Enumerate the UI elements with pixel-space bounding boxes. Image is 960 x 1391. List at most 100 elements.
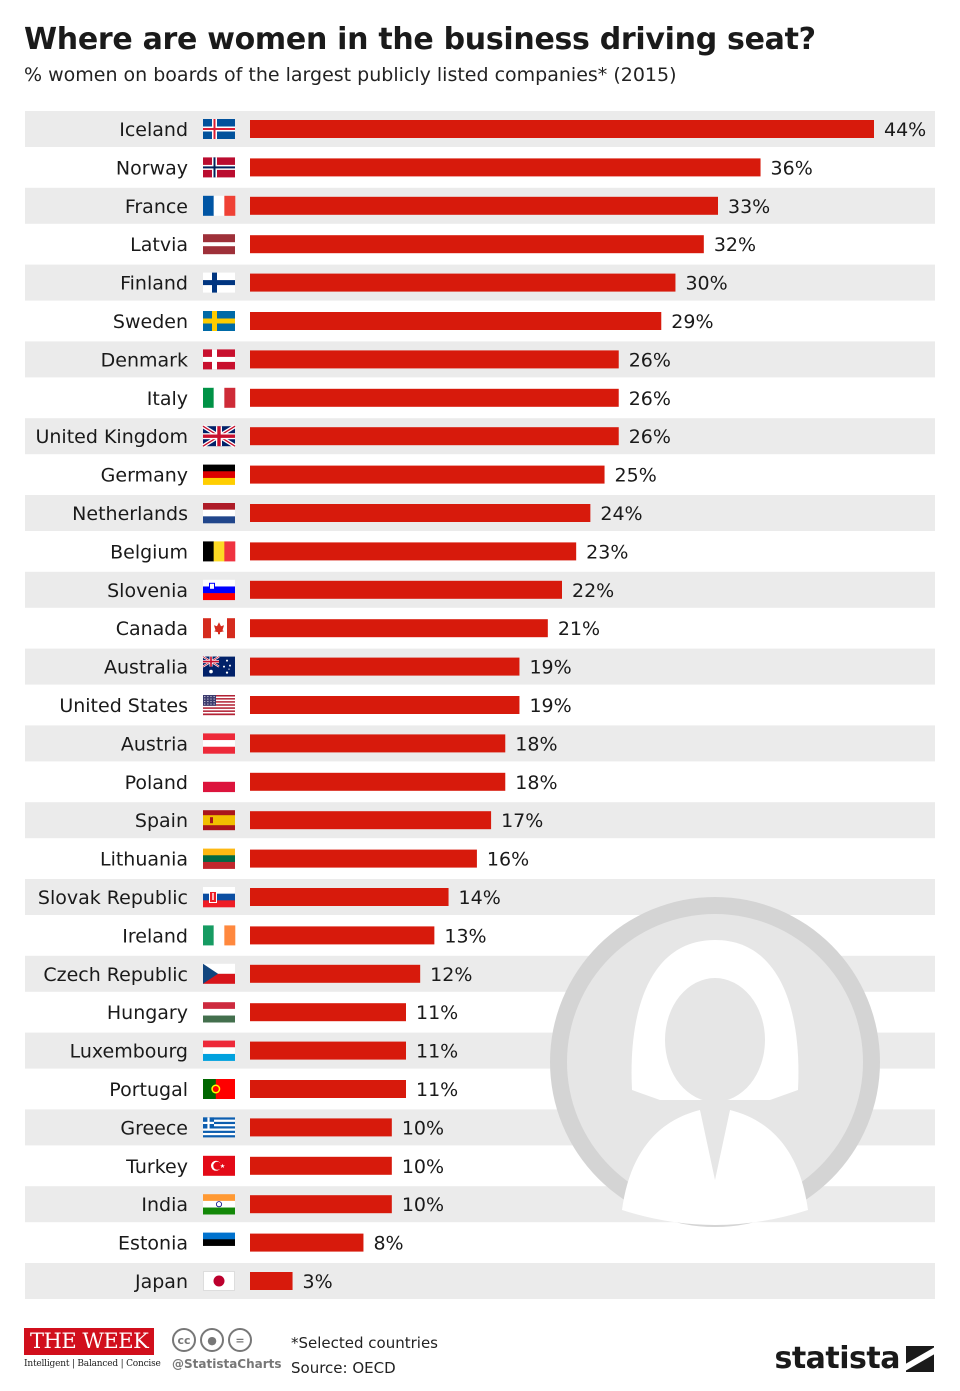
bar: [250, 811, 492, 830]
bar-row: Latvia 32%: [130, 234, 756, 256]
category-label: Czech Republic: [43, 964, 188, 986]
creative-commons-block: cc ● = @StatistaCharts: [172, 1328, 282, 1371]
bar: [250, 1233, 364, 1252]
bar: [250, 657, 520, 676]
bar-row: Sweden 29%: [113, 311, 714, 333]
value-label: 26%: [629, 426, 671, 448]
value-label: 19%: [529, 657, 571, 679]
india-flag: [203, 1194, 235, 1215]
value-label: 25%: [615, 465, 657, 487]
bar: [250, 1080, 406, 1098]
category-label: Luxembourg: [70, 1041, 188, 1063]
category-label: Norway: [116, 157, 188, 179]
bar: [250, 312, 662, 330]
value-label: 26%: [629, 388, 671, 410]
uk-flag: [201, 424, 237, 448]
bar: [250, 926, 435, 945]
bar-row: Portugal 11%: [109, 1079, 458, 1101]
ireland-flag: [203, 925, 236, 946]
bar-row: Australia 19%: [104, 655, 572, 679]
bar: [250, 964, 421, 983]
source-note: Source: OECD: [291, 1359, 396, 1377]
category-label: Japan: [134, 1271, 188, 1293]
category-label: Lithuania: [100, 849, 188, 871]
value-label: 11%: [416, 1002, 458, 1024]
bar: [250, 158, 761, 177]
netherlands-flag: [203, 503, 235, 524]
portugal-flag: [203, 1079, 235, 1099]
bar: [250, 1003, 406, 1022]
value-label: 30%: [685, 273, 727, 295]
category-label: United States: [59, 695, 188, 717]
bar: [250, 888, 449, 906]
bar: [250, 196, 718, 215]
value-label: 21%: [558, 618, 600, 640]
page-subtitle: % women on boards of the largest publicl…: [24, 64, 677, 86]
spain-flag: [203, 810, 235, 831]
value-label: 24%: [600, 503, 642, 525]
value-label: 3%: [303, 1271, 333, 1293]
footnotes: *Selected countries Source: OECD: [291, 1331, 438, 1381]
value-label: 32%: [714, 234, 756, 256]
bar: [250, 734, 506, 753]
bar: [250, 388, 619, 407]
value-label: 36%: [771, 157, 813, 179]
bar-row: Germany 25%: [101, 464, 657, 487]
bar: [250, 696, 520, 714]
germany-flag: [203, 464, 235, 485]
bar: [250, 235, 704, 254]
category-label: Spain: [135, 810, 188, 832]
lithuania-flag: [203, 848, 235, 869]
bar: [250, 427, 619, 446]
bar-row: Iceland 44%: [119, 119, 926, 141]
estonia-flag: [203, 1232, 235, 1253]
category-label: Denmark: [101, 349, 188, 371]
row-stripe: [25, 879, 935, 915]
latvia-flag: [203, 234, 235, 255]
bar: [250, 120, 874, 138]
category-label: Austria: [121, 733, 188, 755]
statista-wordmark: statista: [774, 1341, 900, 1376]
bar: [250, 1118, 392, 1137]
belgium-flag: [203, 541, 236, 562]
italy-flag: [203, 387, 236, 408]
bar-row: Netherlands 24%: [72, 503, 643, 525]
bar-row: Estonia 8%: [118, 1232, 404, 1255]
bar-row: Luxembourg 11%: [70, 1040, 458, 1063]
statista-mark-icon: [906, 1345, 934, 1372]
value-label: 44%: [884, 119, 926, 141]
row-stripe: [25, 1263, 935, 1299]
category-label: Poland: [125, 772, 188, 794]
bar: [250, 273, 676, 292]
category-label: France: [125, 196, 188, 218]
bar-row: Slovak Republic 14%: [38, 887, 501, 909]
attribution-icon: ●: [200, 1328, 224, 1352]
value-label: 14%: [459, 887, 501, 909]
austria-flag: [203, 733, 235, 754]
category-label: Netherlands: [72, 503, 188, 525]
canada-flag: [203, 618, 235, 639]
bar-chart: Iceland 44% Norway 36% France 33% Latvia 32% Fin…: [25, 111, 935, 1299]
hungary-flag: [203, 1002, 235, 1023]
bar-row: Greece 10%: [120, 1117, 444, 1139]
bar: [250, 350, 619, 369]
bar-row: Japan 3%: [134, 1271, 333, 1293]
bar-row: Turkey 10%: [125, 1155, 444, 1178]
statista-handle: @StatistaCharts: [172, 1357, 282, 1371]
norway-flag: [203, 157, 235, 178]
category-label: Finland: [120, 273, 188, 295]
category-label: Iceland: [119, 119, 188, 141]
australia-flag: [202, 655, 235, 677]
value-label: 16%: [487, 849, 529, 871]
value-label: 17%: [501, 810, 543, 832]
bar-row: Spain 17%: [135, 810, 543, 832]
category-label: Hungary: [107, 1002, 188, 1024]
value-label: 11%: [416, 1041, 458, 1063]
france-flag: [203, 195, 236, 216]
category-label: Turkey: [125, 1156, 188, 1178]
category-label: India: [141, 1194, 188, 1216]
category-label: Slovak Republic: [38, 887, 188, 909]
bar-row: Slovenia 22%: [107, 579, 614, 602]
bar-row: Austria 18%: [121, 733, 558, 755]
bar: [250, 1195, 392, 1214]
